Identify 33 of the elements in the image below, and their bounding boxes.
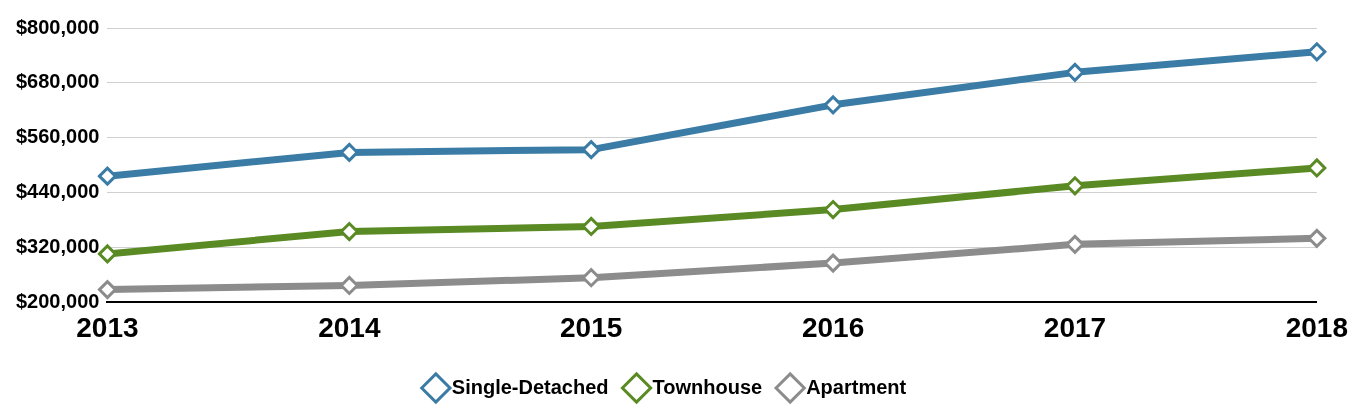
- point: [1307, 42, 1327, 62]
- point: [1307, 228, 1327, 248]
- x-tick-label: 2017: [1043, 311, 1107, 343]
- legend-label: Single-Detached: [451, 375, 609, 398]
- y-tick-label: $560,000: [16, 125, 100, 148]
- x-tick-label: 2016: [801, 311, 865, 343]
- point: [97, 166, 117, 186]
- x-tick-label: 2015: [560, 311, 623, 343]
- point: [1065, 62, 1085, 82]
- point: [339, 275, 359, 295]
- point: [97, 280, 117, 300]
- point: [823, 200, 843, 220]
- point: [339, 142, 359, 162]
- point: [581, 216, 601, 236]
- point: [97, 244, 117, 264]
- point: [1307, 158, 1327, 178]
- legend-label: Apartment: [806, 375, 907, 398]
- point: [581, 140, 601, 160]
- x-tick-label: 2014: [318, 311, 381, 343]
- y-tick-label: $200,000: [16, 289, 100, 312]
- point: [823, 95, 843, 115]
- y-tick-label: $440,000: [16, 180, 100, 203]
- legend-label: Townhouse: [652, 375, 763, 398]
- y-tick-label: $680,000: [16, 70, 100, 93]
- point: [1065, 234, 1085, 254]
- x-tick-label: 2013: [76, 311, 139, 343]
- y-tick-label: $800,000: [16, 15, 100, 38]
- point: [1065, 176, 1085, 196]
- point: [339, 222, 359, 242]
- x-tick-label: 2018: [1285, 311, 1348, 343]
- point: [581, 268, 601, 288]
- y-tick-label: $320,000: [16, 235, 100, 258]
- point: [823, 253, 843, 273]
